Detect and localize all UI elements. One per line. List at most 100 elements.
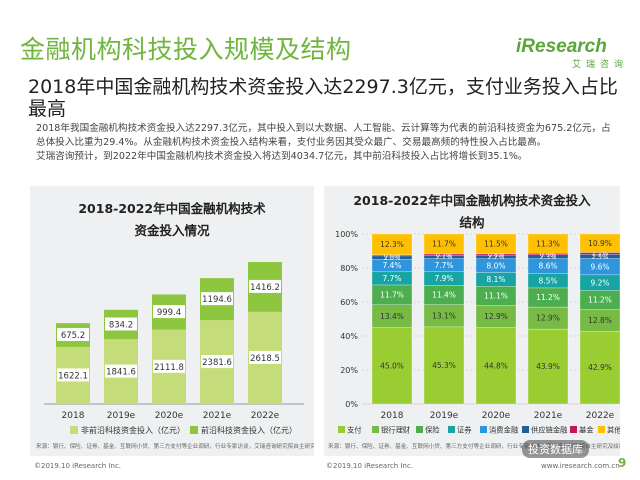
bar-label-bg [105,364,137,378]
legend-label: 消费金融 [489,426,519,435]
body-paragraph-1: 2018年我国金融机构技术资金投入达2297.3亿元，其中投入到以大数据、人工智… [36,123,611,148]
x-tick-label: 2020e [482,411,511,421]
bar-value-label: 1416.2 [250,283,280,293]
segment-其他 [371,233,413,256]
bar-label-bg [153,305,185,319]
legend-label: 前沿科技资金投入（亿元） [201,425,297,435]
segment-label: 11.3% [536,239,560,248]
footer-website: www.iresearch.com.cn [541,462,620,470]
segment-label: 8.6% [538,262,557,271]
segment-label: 8.5% [538,276,557,285]
chart-right-svg: 0% 20% 40% 60% 80% 100% 45.0% 13.4% 11.7% 7.7% 7.4… [328,230,620,450]
bar-value-label: 2111.8 [154,363,184,373]
page-subtitle: 2018年中国金融机构技术资金投入达2297.3亿元，支付业务投入占比最高 [28,76,618,120]
segment-label: 0.7% [436,251,453,259]
bar-label-bg [57,328,89,342]
segment-label: 11.5% [484,239,508,248]
segment-label: 9.2% [590,278,609,287]
segment-label: 11.2% [536,293,560,302]
segment-label: 11.7% [380,291,404,300]
x-tick-label: 2019e [430,411,459,421]
segment-label: 45.0% [380,361,404,370]
body-text: 2018年我国金融机构技术资金投入达2297.3亿元，其中投入到以大数据、人工智… [36,122,618,164]
segment-label: 0.6% [384,252,401,260]
legend-swatch [70,426,78,434]
legend-label: 其他 [607,426,620,435]
legend-swatch [598,426,605,433]
legend-swatch [416,426,423,433]
legend-label: 证券 [457,426,472,435]
legend-swatch [338,426,345,433]
legend-label: 非前沿科技资金投入（亿元） [81,425,185,435]
iresearch-logo: iResearch 艾瑞咨询 [516,36,628,70]
legend-label: 银行理财 [381,426,410,435]
x-tick-label: 2019e [107,411,136,421]
segment-label: 8.0% [486,261,505,270]
y-tick-label: 0% [345,400,358,409]
segment-label: 7.7% [382,274,401,283]
segment-label: 12.3% [380,240,404,249]
segment-支付 [527,328,569,405]
segment-label: 13.4% [380,312,404,321]
segment-支付 [423,326,465,405]
segment-label: 12.9% [536,314,560,323]
segment-label: 10.9% [588,239,612,248]
bar-label-bg [249,279,281,293]
legend-swatch [190,426,198,434]
footer-copyright-left: ©2019.10 iResearch Inc. [34,462,122,470]
legend-swatch [480,426,487,433]
segment-label: 42.9% [588,363,612,372]
legend-swatch [448,426,455,433]
segment-其他 [423,233,465,255]
segment-label: 2.2% [488,253,505,261]
legend-label: 保险 [425,426,440,435]
segment-支付 [371,327,413,405]
page-number: 9 [618,456,627,470]
bar-value-label: 1622.1 [58,371,88,381]
bar-value-label: 1841.6 [106,368,136,378]
y-tick-label: 80% [340,264,358,273]
chart-panel-right: 2018-2022年中国金融机构技术资金投入 结构 0% 20% 40% 60% 80%… [324,186,620,456]
chart-right-title: 2018-2022年中国金融机构技术资金投入 结构 [353,193,591,230]
bar-value-label: 675.2 [61,331,85,341]
logo-tagline: 艾瑞咨询 [571,60,628,70]
y-tick-label: 60% [340,298,358,307]
bar-value-label: 2381.6 [202,358,232,368]
segment-label: 45.3% [432,361,456,370]
chart-left-source: 来源：银行、保险、证券、基金、互联网小贷、第三方支付等企业调研，行业专家访谈，艾… [36,442,314,450]
legend-swatch [372,426,379,433]
chart-panel-left: 2018-2022年中国金融机构技术 资金投入情况 1622.1 675.2 201… [30,186,314,456]
segment-label: 0.9% [540,250,557,258]
segment-label: 8.1% [486,275,505,284]
legend-label: 支付 [347,426,362,435]
segment-其他 [527,233,569,254]
x-tick-label: 2018 [62,411,85,421]
bar-value-label: 999.4 [157,308,181,318]
y-tick-label: 40% [340,332,358,341]
x-tick-label: 2021e [203,411,232,421]
segment-label: 2.3% [540,253,557,261]
segment-其他 [475,233,517,254]
bar-label-bg [57,368,89,382]
segment-label: 1.1% [592,250,609,258]
segment-label: 11.4% [432,291,456,300]
segment-其他 [579,233,620,253]
bar-label-bg [105,317,137,331]
bar-value-label: 1194.6 [202,295,232,305]
bar-label-bg [201,355,233,369]
x-tick-label: 2020e [155,411,184,421]
x-tick-label: 2022e [251,411,280,421]
segment-支付 [579,331,620,405]
segment-label: 11.7% [432,240,456,249]
chart-left-svg: 1622.1 675.2 2018 1841.6 834.2 2019e 2111.8 999… [36,262,314,450]
segment-label: 44.8% [484,361,508,370]
x-tick-label: 2021e [534,411,563,421]
page-title: 金融机构科技投入规模及结构 [20,35,352,64]
bar-label-bg [201,292,233,306]
segment-label: 13.1% [432,311,456,320]
segment-label: 2.5% [592,253,609,261]
segment-label: 2.0% [384,254,401,262]
segment-label: 9.6% [590,262,609,271]
legend-label: 供应链金融 [531,426,568,435]
bar-value-label: 834.2 [109,321,133,331]
